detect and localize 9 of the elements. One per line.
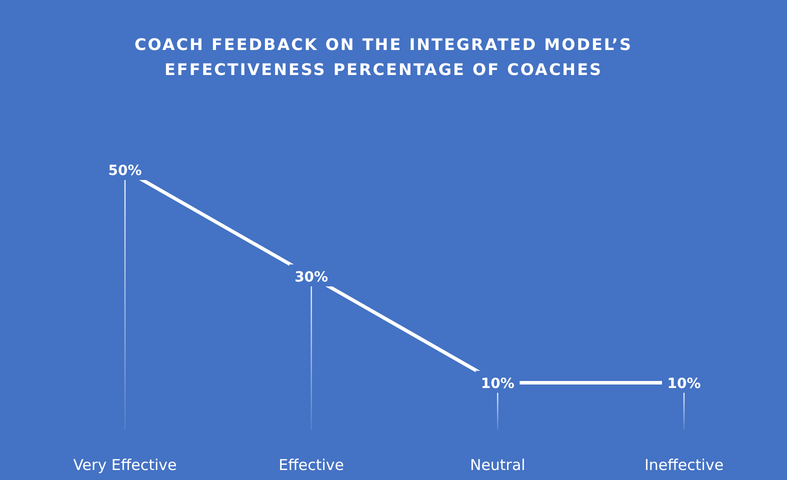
data-label: 50% bbox=[108, 163, 142, 179]
x-tick-label: Very Effective bbox=[73, 456, 177, 474]
chart-title: COACH FEEDBACK ON THE INTEGRATED MODEL’S EFFECTIVENESS PERCENTAGE OF COACHES bbox=[134, 35, 633, 79]
data-label: 10% bbox=[480, 376, 514, 392]
data-label: 10% bbox=[667, 376, 701, 392]
x-tick-label: Neutral bbox=[470, 456, 526, 474]
data-label: 30% bbox=[294, 269, 328, 286]
x-tick-label: Effective bbox=[278, 456, 344, 474]
x-tick-label: Ineffective bbox=[644, 456, 724, 474]
